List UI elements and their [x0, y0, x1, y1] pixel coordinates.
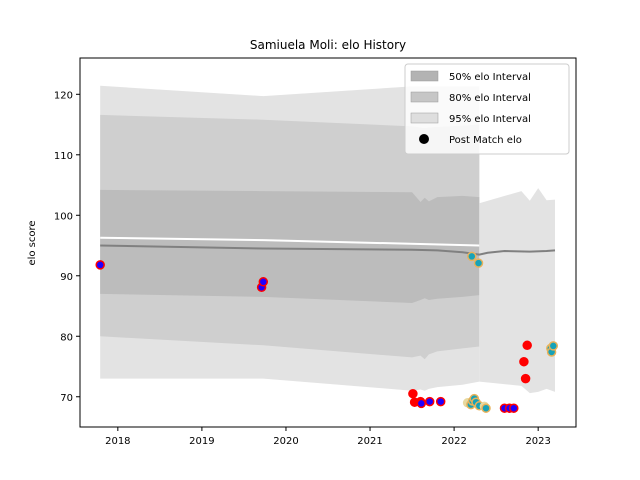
upper-white-line — [100, 236, 480, 247]
axes: 2018 2019 2020 2021 2022 2023 70 80 90 100 110 120 — [54, 57, 577, 447]
post-match-point — [509, 403, 519, 413]
mean-elo-line — [100, 244, 556, 256]
post-match-point — [408, 388, 418, 399]
y-tick-label: 100 — [54, 211, 73, 222]
post-match-point — [520, 373, 531, 384]
legend-marker — [419, 134, 429, 144]
post-match-point — [519, 356, 529, 367]
x-tick-label: 2019 — [189, 436, 214, 447]
legend-label: 50% elo Interval — [449, 72, 531, 83]
y-tick-label: 90 — [60, 272, 73, 283]
legend-swatch — [410, 91, 439, 103]
post-match-point — [481, 403, 491, 413]
x-tick-label: 2020 — [273, 436, 298, 447]
x-tick-label: 2018 — [105, 436, 130, 447]
chart-title: Samiuela Moli: elo History — [250, 38, 406, 52]
band-80-segment-2 — [479, 291, 555, 349]
band-50-segment-1 — [100, 189, 480, 303]
legend-box — [404, 63, 570, 155]
legend-swatch — [410, 70, 439, 82]
post-match-point — [435, 396, 446, 407]
post-match-point — [548, 341, 559, 351]
legend-label: 95% elo Interval — [449, 114, 531, 125]
post-match-point — [522, 340, 532, 351]
band-95-segment-2 — [479, 188, 555, 394]
plot-area — [95, 85, 559, 413]
post-match-point — [95, 260, 105, 270]
x-tick-label: 2021 — [357, 436, 382, 447]
legend-swatch — [410, 112, 439, 124]
legend-label: 80% elo Interval — [449, 93, 531, 104]
axes-frame — [79, 57, 577, 428]
y-tick-label: 80 — [60, 332, 73, 343]
post-match-point — [473, 258, 484, 268]
y-tick-label: 110 — [54, 151, 73, 162]
legend-label: Post Match elo — [449, 135, 522, 146]
post-match-point — [424, 396, 435, 407]
post-match-point — [416, 398, 427, 409]
y-tick-label: 70 — [60, 393, 73, 404]
y-tick-label: 120 — [54, 90, 73, 101]
x-tick-label: 2022 — [441, 436, 466, 447]
post-match-point — [258, 277, 269, 287]
x-tick-label: 2023 — [525, 436, 550, 447]
y-axis-label: elo score — [27, 220, 38, 265]
legend: 50% elo Interval 80% elo Interval 95% elo … — [404, 63, 570, 155]
post-match-point — [467, 251, 477, 262]
